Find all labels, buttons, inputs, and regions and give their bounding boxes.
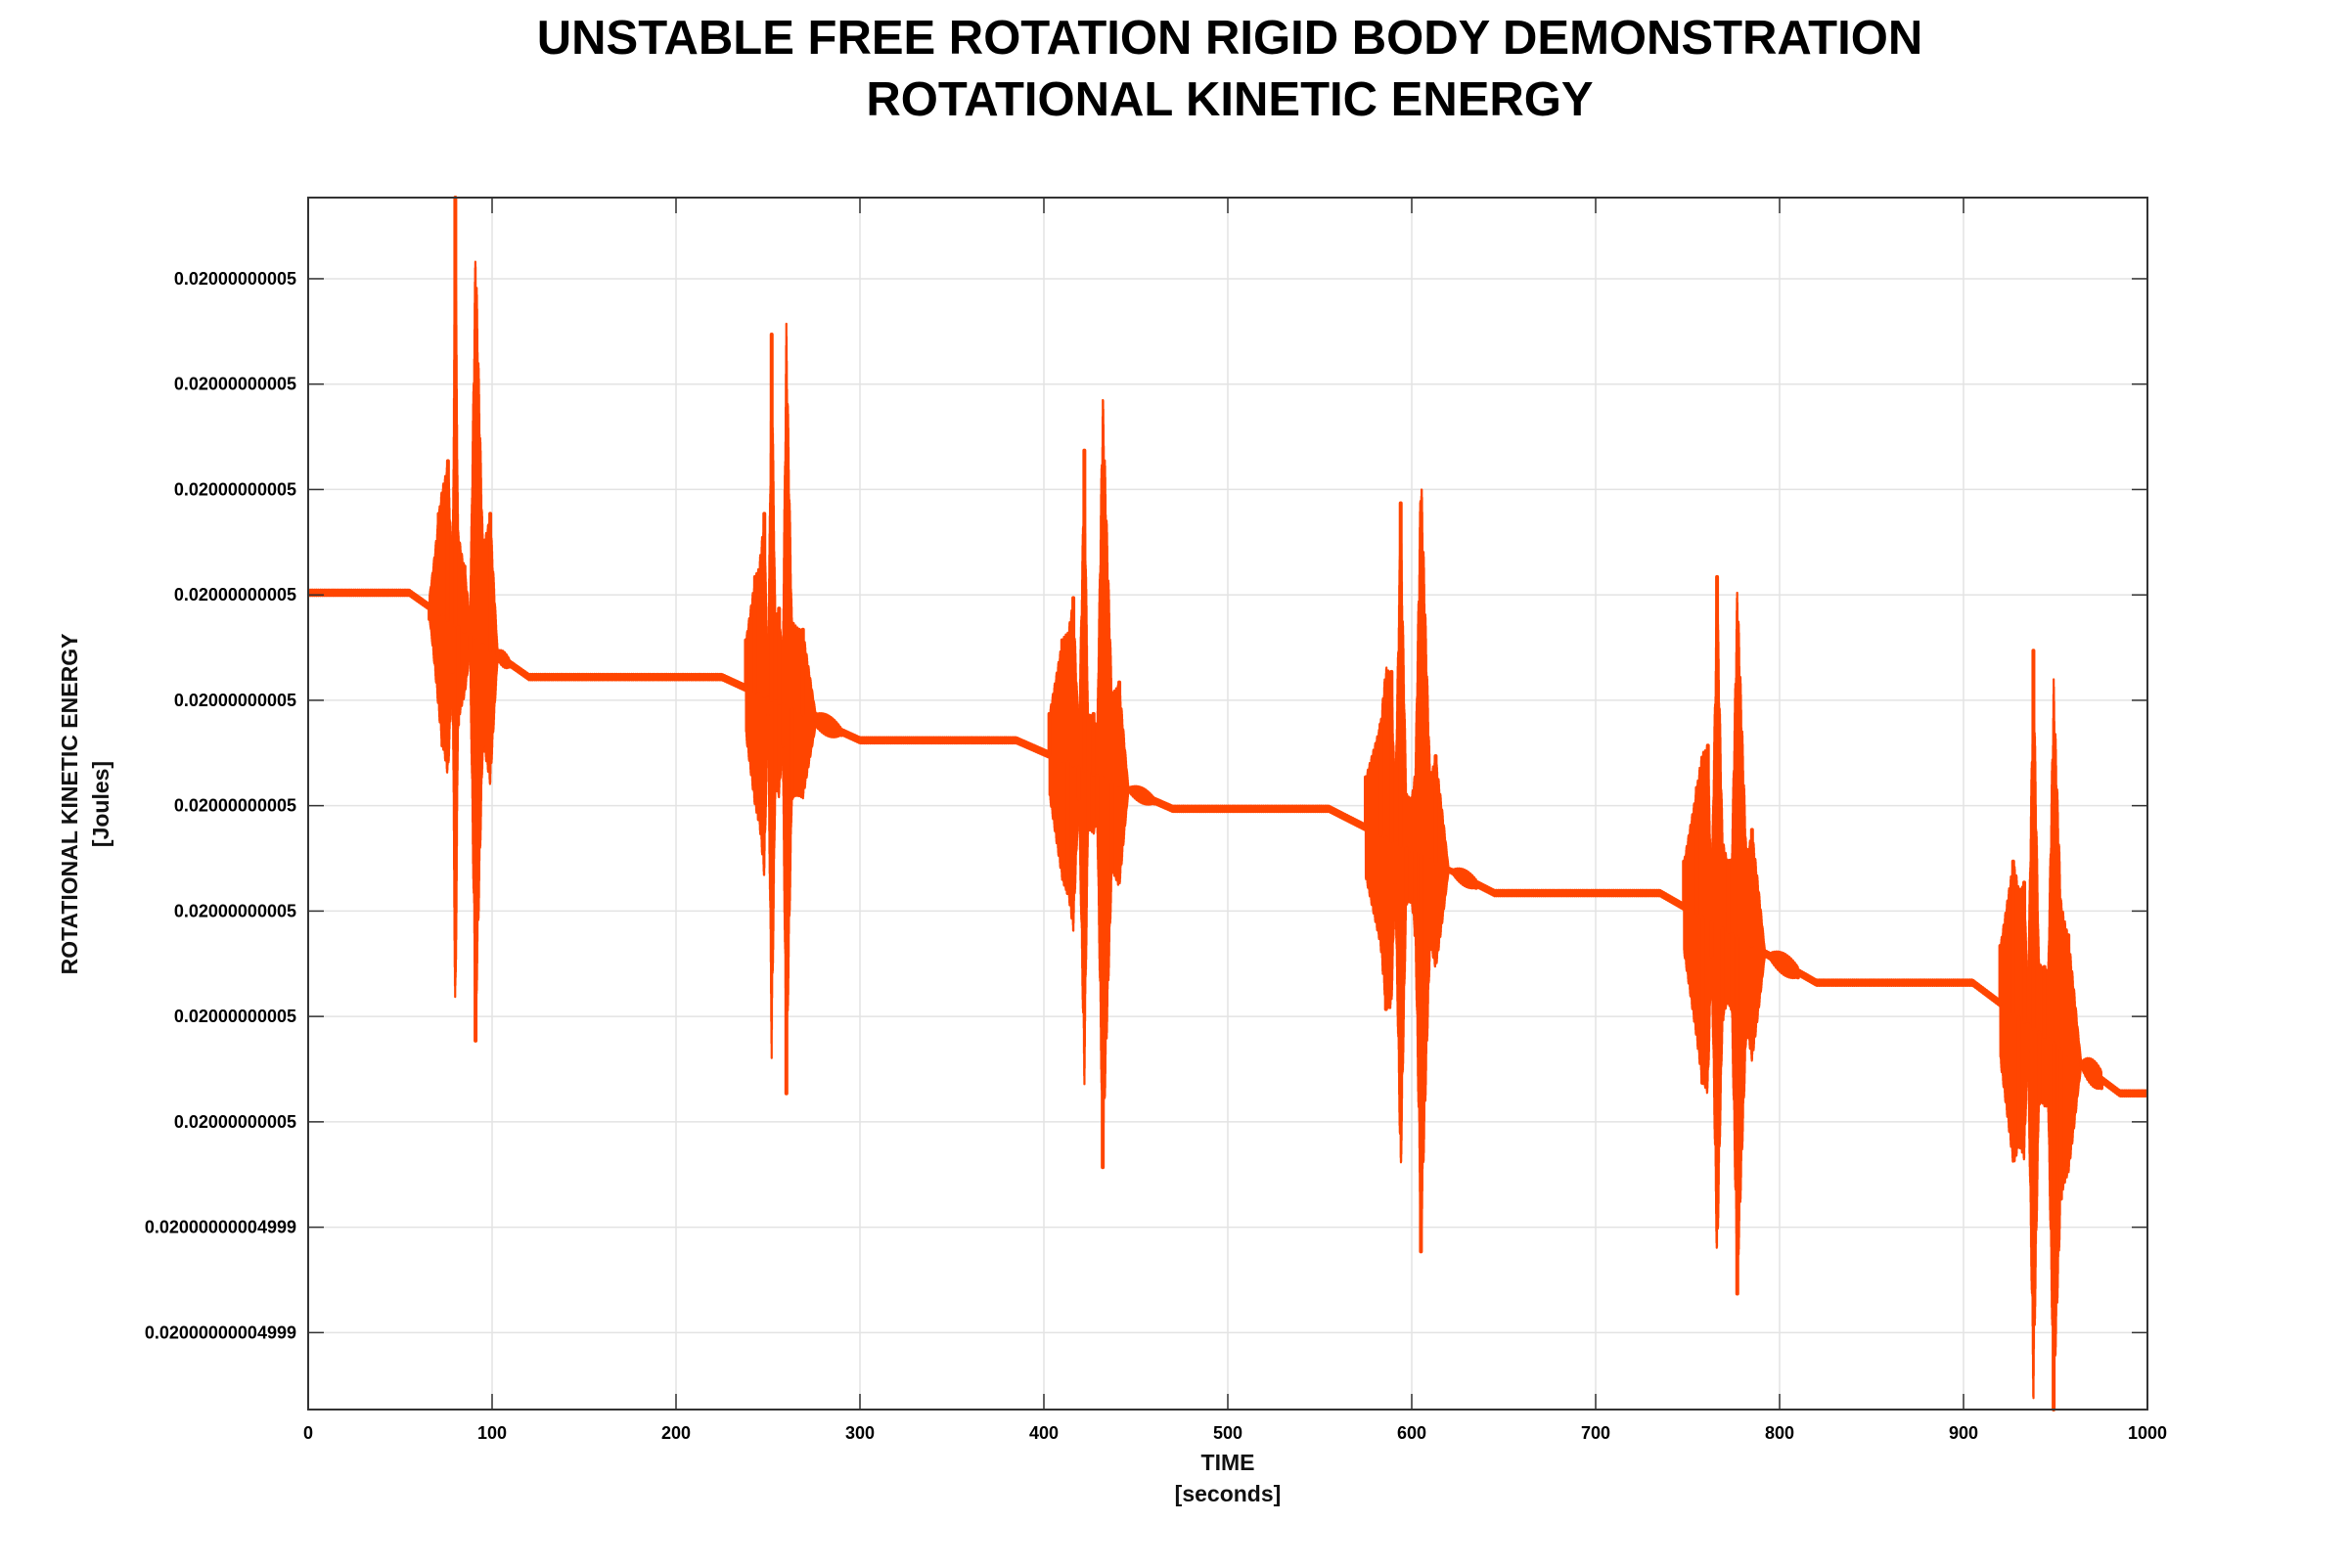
x-axis-label-line2: [seconds]	[1175, 1481, 1282, 1506]
x-tick-label: 0	[303, 1423, 313, 1443]
x-tick-label: 900	[1949, 1423, 1978, 1443]
x-tick-label: 700	[1581, 1423, 1610, 1443]
x-tick-label: 500	[1213, 1423, 1242, 1443]
y-axis-label-line1: ROTATIONAL KINETIC ENERGY	[57, 634, 82, 975]
energy-series-line	[306, 248, 2149, 1407]
x-tick-label: 100	[477, 1423, 507, 1443]
y-tick-label: 0.02000000005	[174, 796, 296, 816]
y-tick-label: 0.02000000005	[174, 1007, 296, 1026]
y-tick-label: 0.02000000005	[174, 901, 296, 920]
y-tick-label: 0.02000000004999	[145, 1218, 296, 1237]
x-tick-label: 400	[1029, 1423, 1059, 1443]
y-tick-labels: 0.02000000005 0.02000000005 0.02000000005 0…	[145, 269, 296, 1342]
y-tick-label: 0.02000000005	[174, 585, 296, 605]
tick-marks	[307, 198, 2148, 1410]
y-tick-label: 0.02000000005	[174, 479, 296, 499]
x-axis-label-line1: TIME	[1201, 1450, 1255, 1475]
chart-title-line1: UNSTABLE FREE ROTATION RIGID BODY DEMONS…	[537, 12, 1922, 65]
series-group	[306, 196, 2149, 1411]
x-tick-label: 300	[845, 1423, 875, 1443]
y-tick-label: 0.02000000005	[174, 1112, 296, 1132]
y-tick-label: 0.02000000005	[174, 269, 296, 289]
x-tick-label: 200	[661, 1423, 691, 1443]
y-tick-label: 0.02000000005	[174, 375, 296, 394]
y-axis-label-line2: [Joules]	[88, 761, 113, 847]
y-tick-label: 0.02000000004999	[145, 1322, 296, 1342]
x-tick-labels: 0 100 200 300 400 500 600 700 800 900 1000	[303, 1423, 2167, 1443]
x-tick-label: 600	[1397, 1423, 1426, 1443]
chart-title-line2: ROTATIONAL KINETIC ENERGY	[866, 73, 1593, 126]
x-tick-label: 800	[1765, 1423, 1794, 1443]
grid-lines	[308, 198, 2147, 1410]
x-tick-label: 1000	[2128, 1423, 2167, 1443]
y-tick-label: 0.02000000005	[174, 691, 296, 710]
